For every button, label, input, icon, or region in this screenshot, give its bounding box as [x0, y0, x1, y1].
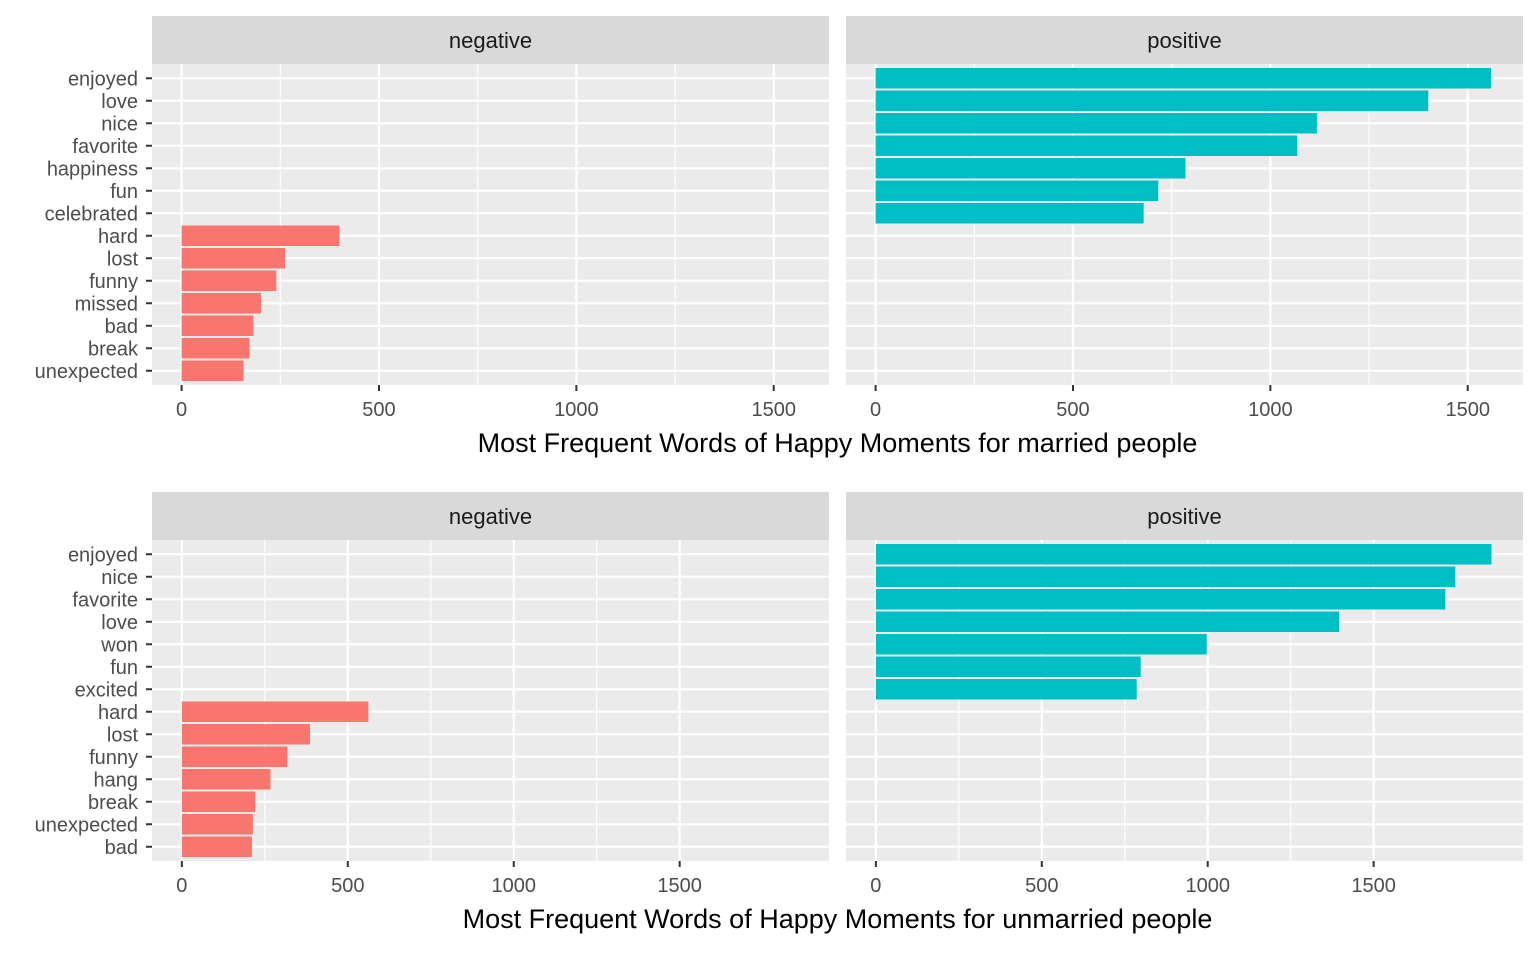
panel-background — [152, 64, 829, 385]
facet-strip-label: negative — [449, 504, 532, 529]
facet-strip-label: positive — [1147, 504, 1222, 529]
y-tick-label-bad: bad — [105, 837, 138, 859]
y-tick-label-happiness: happiness — [47, 158, 138, 180]
facet-panel-positive: positive 0 500 1000 1500 — [846, 492, 1523, 897]
bar-positive-fun — [875, 180, 1159, 201]
y-tick-label-funny: funny — [89, 747, 138, 769]
bar-positive-happiness — [875, 158, 1186, 179]
bar-negative-break — [181, 791, 256, 812]
y-tick-label-love: love — [101, 612, 138, 634]
x-tick-label: 0 — [176, 875, 187, 897]
bar-negative-bad — [181, 836, 252, 857]
y-tick-label-break: break — [88, 792, 139, 814]
bar-negative-lost — [181, 248, 286, 269]
bar-negative-funny — [181, 746, 288, 767]
bar-negative-lost — [181, 724, 310, 745]
x-tick-label: 1500 — [1351, 875, 1396, 897]
y-tick-label-won: won — [100, 634, 138, 656]
bar-positive-fun — [875, 656, 1141, 677]
bar-negative-unexpected — [181, 814, 253, 835]
facet-strip — [846, 16, 1523, 64]
chart-group-1: negative 0 500 1000 1500 positive 0 500 1000 1500… — [35, 492, 1523, 934]
facet-panel-negative: negative 0 500 1000 1500 — [152, 492, 829, 897]
y-tick-label-lost: lost — [107, 248, 139, 270]
bar-negative-bad — [181, 315, 254, 336]
x-tick-label: 1000 — [1185, 875, 1230, 897]
facet-strip — [846, 492, 1523, 540]
bar-positive-love — [875, 90, 1429, 111]
x-tick-label: 1500 — [1445, 399, 1490, 421]
bar-positive-nice — [875, 113, 1317, 134]
x-tick-label: 1000 — [554, 399, 599, 421]
facet-strip — [152, 492, 829, 540]
panel-background — [846, 64, 1523, 385]
axis-title: Most Frequent Words of Happy Moments for… — [478, 428, 1198, 458]
bar-negative-missed — [181, 293, 261, 314]
x-tick-label: 1500 — [657, 875, 702, 897]
x-tick-label: 1000 — [1248, 399, 1293, 421]
bar-positive-favorite — [875, 589, 1446, 610]
bar-positive-enjoyed — [875, 544, 1492, 565]
bar-negative-hard — [181, 225, 340, 246]
x-tick-label: 500 — [1056, 399, 1089, 421]
bar-positive-celebrated — [875, 203, 1144, 224]
y-tick-label-excited: excited — [75, 679, 138, 701]
y-tick-label-fun: fun — [110, 181, 138, 203]
y-tick-label-hang: hang — [94, 769, 139, 791]
facet-strip — [152, 16, 829, 64]
y-tick-label-fun: fun — [110, 657, 138, 679]
y-tick-label-nice: nice — [101, 113, 138, 135]
x-tick-label: 500 — [362, 399, 395, 421]
bar-negative-hard — [181, 701, 369, 722]
y-tick-label-favorite: favorite — [72, 136, 138, 158]
x-tick-label: 1500 — [751, 399, 796, 421]
bar-positive-favorite — [875, 135, 1298, 156]
facet-strip-label: negative — [449, 28, 532, 53]
x-tick-label: 0 — [870, 875, 881, 897]
y-tick-label-lost: lost — [107, 724, 139, 746]
axis-title: Most Frequent Words of Happy Moments for… — [463, 904, 1213, 934]
y-tick-label-enjoyed: enjoyed — [68, 544, 138, 566]
y-tick-label-unexpected: unexpected — [35, 361, 138, 383]
y-tick-label-love: love — [101, 91, 138, 113]
x-tick-label: 0 — [176, 399, 187, 421]
x-tick-label: 1000 — [491, 875, 536, 897]
x-tick-label: 500 — [1025, 875, 1058, 897]
y-tick-label-bad: bad — [105, 316, 138, 338]
bar-positive-nice — [875, 566, 1456, 587]
facet-strip-label: positive — [1147, 28, 1222, 53]
bar-positive-excited — [875, 679, 1137, 700]
panel-background — [152, 540, 829, 861]
x-tick-label: 500 — [331, 875, 364, 897]
y-tick-label-missed: missed — [75, 293, 138, 315]
y-tick-label-hard: hard — [98, 226, 138, 248]
panel-background — [846, 540, 1523, 861]
y-tick-label-nice: nice — [101, 567, 138, 589]
y-tick-label-unexpected: unexpected — [35, 814, 138, 836]
x-tick-label: 0 — [870, 399, 881, 421]
bar-positive-enjoyed — [875, 68, 1492, 89]
y-tick-label-enjoyed: enjoyed — [68, 68, 138, 90]
facet-panel-positive: positive 0 500 1000 1500 — [846, 16, 1523, 421]
bar-negative-unexpected — [181, 360, 244, 381]
bar-positive-love — [875, 611, 1340, 632]
y-tick-label-hard: hard — [98, 702, 138, 724]
y-tick-label-celebrated: celebrated — [45, 203, 138, 225]
bar-negative-funny — [181, 270, 277, 291]
chart-group-0: negative 0 500 1000 1500 positive 0 500 1000 1500… — [35, 16, 1523, 458]
y-tick-label-funny: funny — [89, 271, 138, 293]
bar-negative-hang — [181, 769, 271, 790]
y-tick-label-favorite: favorite — [72, 589, 138, 611]
facet-panel-negative: negative 0 500 1000 1500 — [152, 16, 829, 421]
bar-positive-won — [875, 634, 1207, 655]
bar-negative-break — [181, 338, 250, 359]
y-tick-label-break: break — [88, 338, 139, 360]
